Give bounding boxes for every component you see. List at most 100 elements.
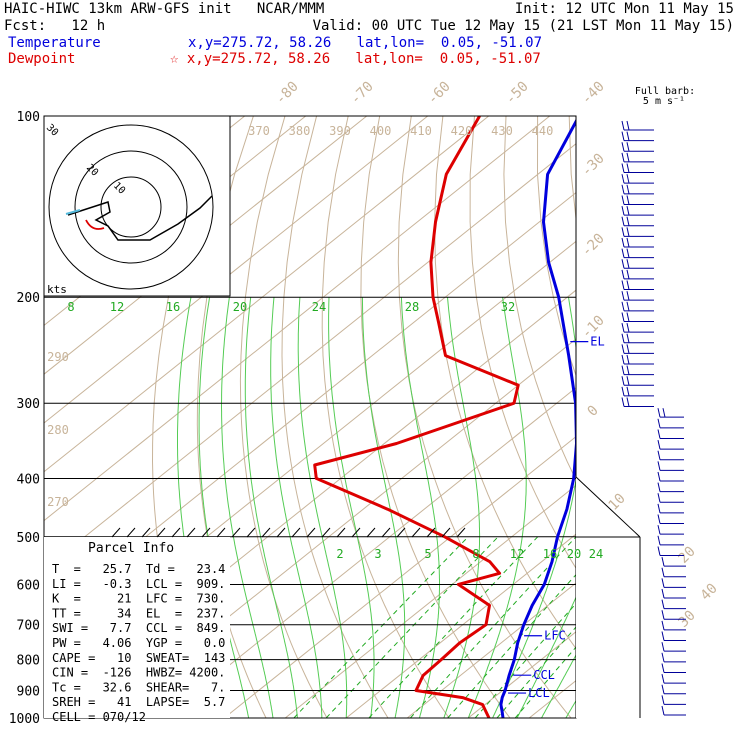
mixing-ratio-label: 8 — [67, 300, 74, 314]
wind-barb — [621, 195, 654, 205]
pressure-label: 200 — [17, 291, 40, 306]
wind-barb — [621, 291, 654, 301]
hatch-tick — [321, 527, 331, 538]
isotherm-line — [44, 116, 368, 375]
mixing-ratio-label: 12 — [510, 547, 524, 561]
mixing-ratio-line — [447, 573, 576, 718]
wind-barb-flag — [626, 152, 630, 163]
wind-barb-flag — [626, 184, 630, 194]
pressure-label: 100 — [17, 110, 40, 125]
mixing-ratio-line — [325, 536, 499, 718]
wind-barb-flag — [626, 291, 630, 301]
isotherm-label: 40 — [698, 581, 721, 604]
hodograph-ring — [74, 150, 188, 264]
isotherm-label: -30 — [579, 151, 608, 180]
wind-barb-units: 5 m s⁻¹ — [643, 96, 685, 107]
wind-barb — [657, 525, 684, 535]
mixing-ratio-label: 2 — [336, 547, 343, 561]
wind-barb — [621, 174, 654, 184]
hatch-tick — [231, 527, 241, 538]
hodograph-ring — [100, 176, 162, 238]
wind-barb-flag — [626, 376, 630, 386]
wind-barb-flag — [621, 205, 625, 216]
wind-barb — [661, 631, 686, 642]
wind-barb-flag — [626, 163, 630, 173]
wind-barb — [621, 376, 654, 386]
mixing-ratio-label: 3 — [374, 547, 381, 561]
hatch-tick — [351, 527, 361, 538]
isotherm-label: -70 — [348, 79, 377, 108]
wind-barb-flag — [626, 174, 630, 184]
hodograph-sfc-trace — [85, 219, 105, 230]
wind-barb-flag — [657, 408, 661, 418]
wind-barb — [621, 344, 654, 354]
theta-label: 420 — [451, 124, 473, 138]
isotherm-line — [223, 435, 576, 718]
pressure-label: 700 — [17, 619, 40, 634]
wind-barb-flag — [626, 216, 630, 226]
wind-barb — [657, 471, 684, 482]
wind-barb — [661, 673, 686, 684]
moist-adiabat — [244, 297, 298, 718]
theta-label: 410 — [410, 124, 432, 138]
wind-barb-flag — [661, 673, 665, 684]
isotherm-label: -50 — [503, 79, 532, 108]
moist-adiabat — [540, 654, 576, 718]
hatch-tick — [336, 527, 346, 538]
wind-barb-flag — [626, 237, 630, 248]
wind-barb-flag — [626, 227, 630, 237]
wind-barb — [621, 248, 654, 259]
wind-barb-flag — [621, 322, 625, 333]
hodograph-trace — [67, 195, 213, 241]
mixing-ratio-label: 16 — [166, 300, 180, 314]
pressure-label: 600 — [17, 578, 40, 593]
wind-barb-flag — [621, 312, 625, 322]
wind-barb — [657, 535, 684, 546]
panel-diagonal — [575, 476, 641, 538]
hatch-tick — [246, 527, 256, 538]
wind-barb-flag — [626, 120, 630, 131]
hatch-tick — [216, 527, 226, 538]
wind-barb-flag — [626, 195, 630, 205]
mixing-ratio-label: 20 — [567, 547, 581, 561]
wind-barb — [621, 301, 654, 312]
isotherm-line — [406, 582, 576, 718]
wind-barb-flag — [621, 174, 625, 184]
parcel-info-row: LI = -0.3 LCL = 909. — [52, 577, 225, 591]
wind-barb-flag — [626, 205, 630, 216]
wind-barb — [621, 120, 654, 131]
theta-label: 400 — [370, 124, 392, 138]
isotherm-label: -60 — [425, 79, 454, 108]
wind-barb — [621, 322, 654, 333]
wind-barb-flag — [621, 152, 625, 163]
init-time: Init: 12 UTC Mon 11 May 15 — [514, 1, 734, 17]
mixing-ratio-line — [368, 536, 539, 718]
dry-adiabat — [281, 116, 389, 718]
wind-barb — [657, 514, 684, 525]
parcel-info-row: PW = 4.06 YGP = 0.0 — [52, 636, 225, 650]
wind-barb-flag — [661, 567, 665, 577]
wind-barb-flag — [621, 184, 625, 194]
level-label: EL — [590, 335, 604, 349]
theta-label: 280 — [47, 423, 69, 437]
wind-barb-flag — [621, 301, 625, 311]
isotherm-label: -40 — [579, 79, 608, 108]
theta-label: 390 — [329, 124, 351, 138]
wind-barb-flag — [626, 142, 630, 152]
wind-barb-flag — [661, 620, 665, 631]
wind-barb — [661, 610, 686, 620]
wind-barb-flag — [621, 120, 625, 131]
wind-barb-flag — [661, 695, 665, 705]
dewpoint-location: ☆ x,y=275.72, 58.26 lat,lon= 0.05, -51.0… — [170, 51, 541, 67]
wind-barb-flag — [626, 397, 630, 407]
plot-frame — [43, 115, 577, 719]
wind-barb — [621, 152, 654, 163]
moist-adiabat — [328, 297, 375, 718]
wind-barb — [621, 163, 654, 174]
mixing-ratio-line — [474, 602, 576, 718]
wind-barb-flag — [621, 131, 625, 141]
hatch-tick — [366, 527, 376, 538]
pressure-label: 1000 — [9, 712, 40, 727]
wind-barb-flag — [626, 322, 630, 333]
hatch-tick — [126, 527, 136, 538]
